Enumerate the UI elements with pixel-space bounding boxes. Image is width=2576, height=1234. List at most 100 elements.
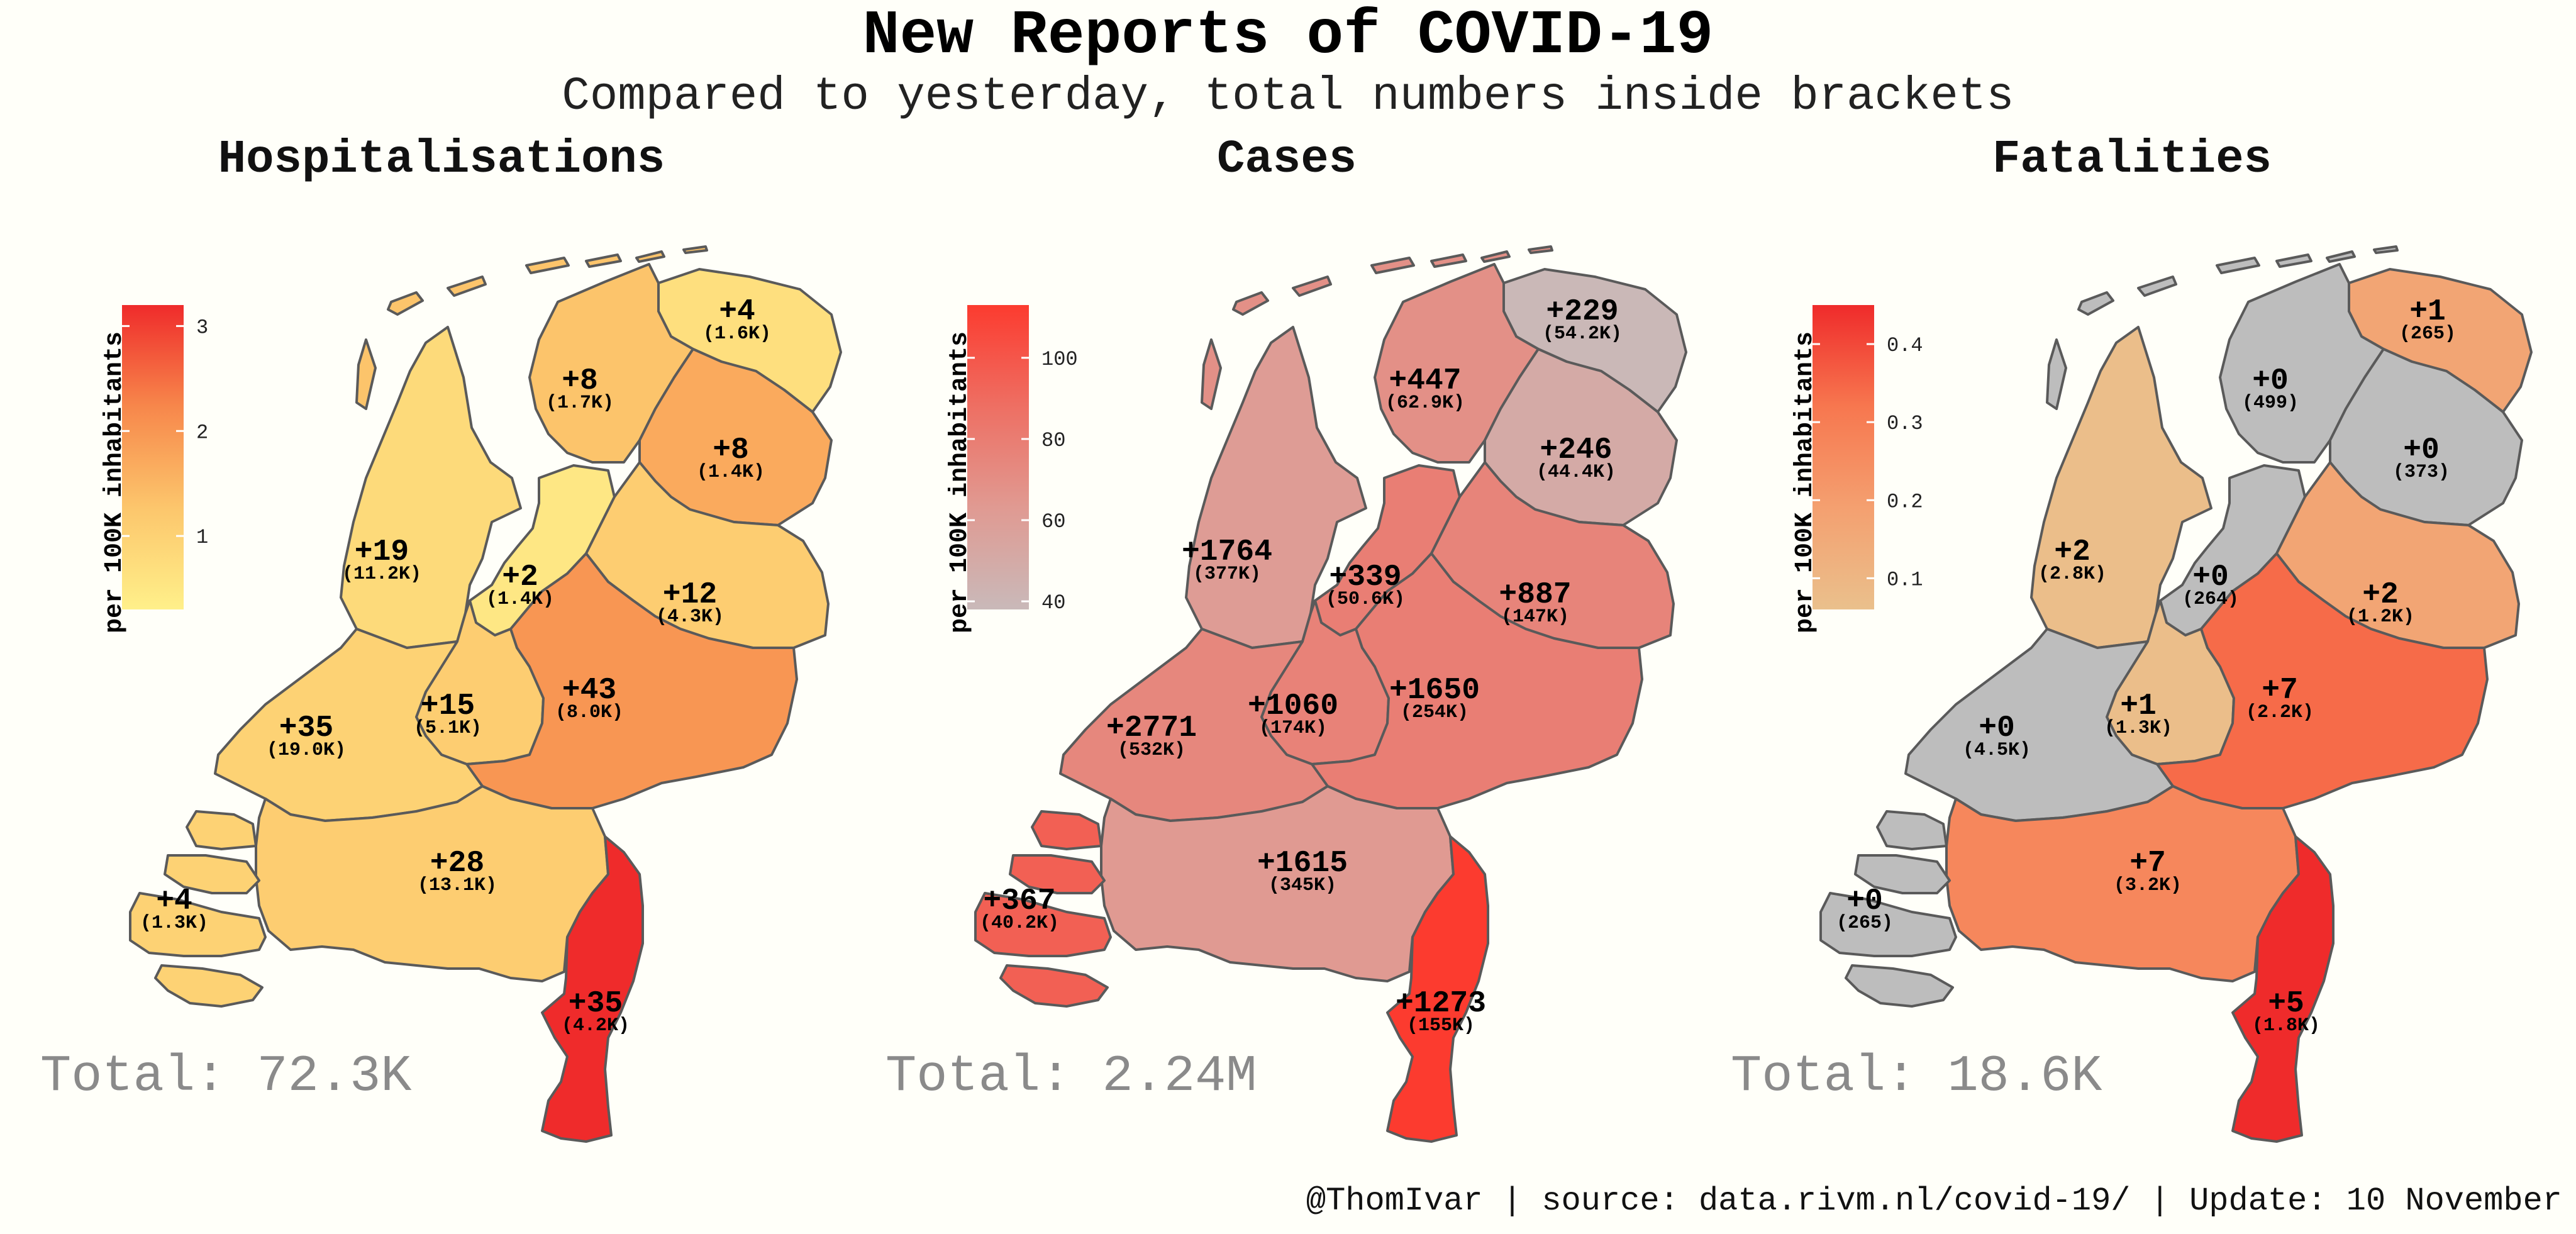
province-total-label: (54.2K) bbox=[1543, 323, 1622, 345]
province-total-label: (265) bbox=[2399, 323, 2456, 345]
province-total-label: (2.2K) bbox=[2246, 702, 2314, 723]
wadden-island bbox=[585, 253, 622, 268]
province-total-label: (377K) bbox=[1193, 564, 1261, 585]
province-new-label: +447 bbox=[1389, 364, 1461, 398]
province-total-label: (265) bbox=[1836, 913, 1893, 934]
province-gelderland bbox=[1311, 552, 1643, 809]
figure-title: New Reports of COVID-19 bbox=[862, 1, 1714, 71]
map-panel-fatalities: +1(265)+0(499)+0(373)+2(2.8K) +0(264) +2(1… bbox=[1731, 245, 2533, 1143]
province-zeeland bbox=[129, 810, 267, 1008]
province-total-label: (1.6K) bbox=[703, 323, 771, 345]
panel-title-hospitalisations: Hospitalisations bbox=[218, 133, 665, 186]
legend-tick-label: 40 bbox=[1041, 591, 1065, 614]
province-new-label: +246 bbox=[1540, 433, 1612, 467]
province-total-label: (19.0K) bbox=[267, 740, 346, 761]
province-limburg bbox=[2231, 835, 2334, 1143]
province-total-label: (254K) bbox=[1401, 702, 1468, 723]
province-new-label: +1764 bbox=[1182, 535, 1272, 569]
province-new-label: +339 bbox=[1329, 560, 1401, 594]
wadden-island bbox=[355, 338, 377, 410]
province-noord-brabant bbox=[255, 785, 609, 982]
legend-title: per 100K inhabitants bbox=[1791, 331, 1819, 633]
province-new-label: +5 bbox=[2268, 987, 2304, 1021]
province-new-label: +19 bbox=[355, 535, 409, 569]
province-new-label: +8 bbox=[713, 433, 749, 467]
wadden-island bbox=[635, 250, 665, 263]
province-noord-brabant bbox=[1100, 785, 1455, 982]
source-caption: @ThomIvar | source: data.rivm.nl/covid-1… bbox=[1306, 1182, 2562, 1220]
province-total-label: (4.2K) bbox=[562, 1015, 630, 1037]
province-new-label: +887 bbox=[1499, 578, 1571, 612]
province-new-label: +1615 bbox=[1257, 847, 1348, 881]
province-total-label: (1.4K) bbox=[486, 589, 554, 610]
province-total-label: (264) bbox=[2182, 589, 2239, 610]
province-total-label: (5.1K) bbox=[414, 718, 482, 739]
legend-tick-label: 80 bbox=[1041, 429, 1065, 452]
province-new-label: +2 bbox=[2054, 535, 2090, 569]
wadden-island bbox=[682, 245, 708, 254]
legend-title: per 100K inhabitants bbox=[101, 331, 129, 633]
map-panel-hospitalisations: +4(1.6K)+8(1.7K)+8(1.4K)+19(11.2K) +2(1.4… bbox=[40, 245, 842, 1143]
province-total-label: (499) bbox=[2242, 392, 2299, 414]
panel-total: Total: 18.6K bbox=[1731, 1047, 2102, 1106]
province-new-label: +12 bbox=[663, 578, 717, 612]
wadden-island bbox=[1528, 245, 1553, 254]
legend-colorbar bbox=[1813, 305, 1874, 609]
province-zeeland bbox=[1819, 810, 1957, 1008]
province-new-label: +0 bbox=[1979, 711, 2015, 745]
province-new-label: +43 bbox=[562, 674, 616, 708]
province-noord-brabant bbox=[1945, 785, 2300, 982]
wadden-island bbox=[2216, 257, 2260, 274]
map-panel-cases: +229(54.2K)+447(62.9K)+246(44.4K)+1764(3… bbox=[886, 245, 1687, 1143]
province-total-label: (1.3K) bbox=[140, 913, 208, 934]
wadden-island bbox=[2046, 338, 2067, 410]
legend-tick-label: 2 bbox=[196, 421, 208, 444]
province-total-label: (13.1K) bbox=[418, 875, 497, 896]
province-total-label: (1.2K) bbox=[2346, 606, 2414, 628]
province-new-label: +0 bbox=[1846, 884, 1883, 918]
province-new-label: +0 bbox=[2252, 364, 2289, 398]
panel-title-cases: Cases bbox=[1216, 133, 1357, 186]
legend-title: per 100K inhabitants bbox=[946, 331, 974, 633]
province-new-label: +8 bbox=[562, 364, 598, 398]
legend-tick-label: 0.4 bbox=[1887, 334, 1923, 357]
wadden-island bbox=[2137, 275, 2177, 297]
legend-tick-label: 1 bbox=[196, 526, 208, 549]
wadden-island bbox=[1292, 275, 1332, 297]
province-new-label: +35 bbox=[279, 711, 333, 745]
legend-tick-label: 60 bbox=[1041, 510, 1065, 533]
legend-tick-label: 0.1 bbox=[1887, 568, 1923, 591]
wadden-island bbox=[2373, 245, 2399, 254]
figure-subtitle: Compared to yesterday, total numbers ins… bbox=[562, 70, 2014, 123]
province-total-label: (11.2K) bbox=[342, 564, 421, 585]
wadden-island bbox=[2326, 250, 2356, 263]
province-new-label: +1 bbox=[2409, 295, 2446, 329]
province-new-label: +4 bbox=[156, 884, 192, 918]
province-new-label: +15 bbox=[421, 689, 475, 723]
province-total-label: (50.6K) bbox=[1326, 589, 1405, 610]
panel-total: Total: 2.24M bbox=[886, 1047, 1257, 1106]
province-new-label: +367 bbox=[983, 884, 1055, 918]
province-new-label: +1060 bbox=[1248, 689, 1338, 723]
legend-colorbar bbox=[967, 305, 1029, 609]
wadden-island bbox=[387, 291, 424, 316]
province-gelderland bbox=[465, 552, 798, 809]
wadden-island bbox=[2077, 291, 2114, 316]
province-new-label: +229 bbox=[1546, 295, 1618, 329]
province-new-label: +4 bbox=[719, 295, 755, 329]
province-new-label: +1 bbox=[2120, 689, 2157, 723]
province-new-label: +0 bbox=[2403, 433, 2440, 467]
province-new-label: +1273 bbox=[1396, 987, 1486, 1021]
province-new-label: +28 bbox=[430, 847, 484, 881]
province-new-label: +0 bbox=[2192, 560, 2229, 594]
province-new-label: +1650 bbox=[1389, 674, 1480, 708]
province-total-label: (8.0K) bbox=[555, 702, 623, 723]
province-new-label: +2 bbox=[502, 560, 538, 594]
legend-tick-label: 0.3 bbox=[1887, 412, 1923, 435]
province-total-label: (40.2K) bbox=[980, 913, 1059, 934]
province-total-label: (4.3K) bbox=[656, 606, 724, 628]
province-new-label: +2 bbox=[2362, 578, 2399, 612]
province-total-label: (1.4K) bbox=[697, 462, 765, 483]
wadden-island bbox=[1370, 257, 1415, 274]
